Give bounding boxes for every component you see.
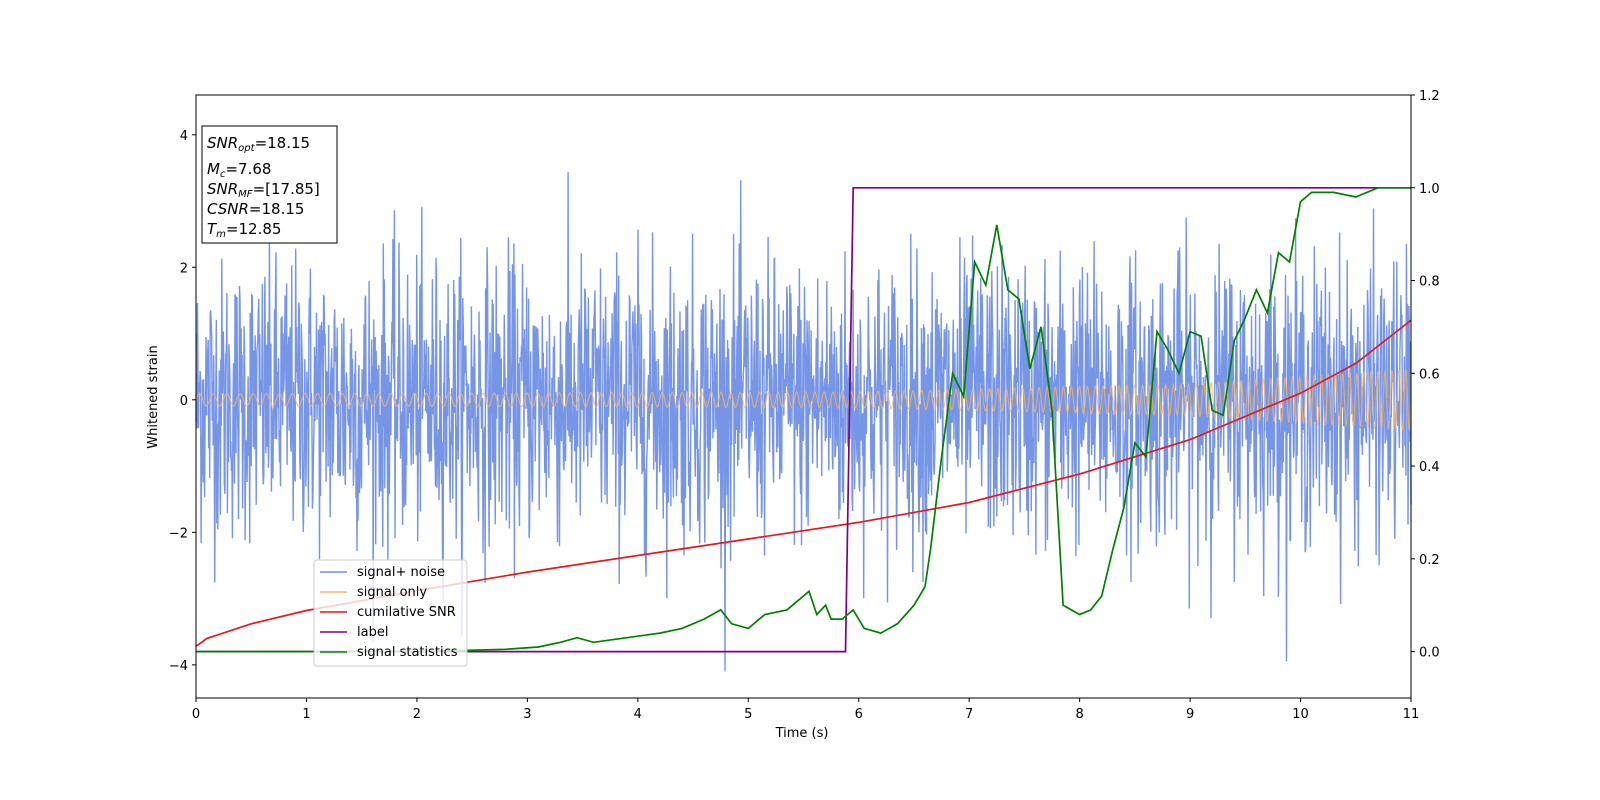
- legend-label-signal-noise: signal+ noise: [357, 565, 445, 580]
- x-tick-label: 11: [1403, 707, 1420, 722]
- x-tick-label: 9: [1186, 707, 1194, 722]
- y-left-tick-label: −4: [169, 659, 188, 674]
- x-tick-label: 10: [1292, 707, 1309, 722]
- y-right-tick-label: 0.4: [1419, 460, 1440, 475]
- annotation-snr-mf: SNRMF=[17.85]: [207, 180, 320, 200]
- legend-label-signal-statistics: signal statistics: [357, 645, 458, 660]
- legend-label-signal-only: signal only: [357, 585, 427, 600]
- axes-frame: [195, 94, 1412, 699]
- y-right-tick-label: 0.6: [1419, 367, 1440, 382]
- y-right-tick-label: 1.2: [1419, 89, 1440, 104]
- legend-label-label: label: [357, 625, 388, 640]
- series-signal-statistics: [196, 186, 1411, 653]
- x-tick-label: 4: [634, 707, 642, 722]
- stats-annotation-box: SNRopt=18.15 Mc=7.68 SNRMF=[17.85] CSNR=…: [201, 125, 338, 244]
- x-tick-label: 5: [744, 707, 752, 722]
- x-tick-label: 3: [523, 707, 531, 722]
- legend-frame: [313, 559, 468, 667]
- x-tick-label: 8: [1075, 707, 1083, 722]
- y-left-tick-label: 0: [180, 394, 188, 409]
- x-tick-label: 6: [855, 707, 863, 722]
- legend-label-cumulative-snr: cumilative SNR: [357, 605, 456, 620]
- y-axis-left: −4 −2 0 2 4: [169, 129, 196, 674]
- x-tick-label: 2: [413, 707, 421, 722]
- y-right-tick-label: 1.0: [1419, 182, 1440, 197]
- x-tick-label: 1: [302, 707, 310, 722]
- y-left-tick-label: 2: [180, 261, 188, 276]
- y-right-tick-label: 0.0: [1419, 646, 1440, 661]
- x-axis-label: Time (s): [775, 726, 829, 741]
- y-right-tick-label: 0.8: [1419, 275, 1440, 290]
- annotation-snr-opt: SNRopt=18.15: [207, 134, 310, 154]
- x-tick-label: 0: [192, 707, 200, 722]
- y-left-tick-label: −2: [169, 526, 188, 541]
- annotation-mc: Mc=7.68: [207, 160, 271, 180]
- plot-area: [195, 171, 1412, 672]
- annotation-frame: [201, 125, 338, 244]
- y-left-tick-label: 4: [180, 129, 188, 144]
- y-axis-right: 0.0 0.2 0.4 0.6 0.8 1.0 1.2: [1411, 89, 1440, 661]
- annotation-csnr: CSNR=18.15: [207, 200, 304, 218]
- annotation-tm: Tm=12.85: [207, 220, 281, 240]
- series-signal-only: [195, 369, 1412, 433]
- legend: signal+ noise signal only cumilative SNR…: [313, 559, 468, 667]
- x-tick-label: 7: [965, 707, 973, 722]
- x-axis: 0 1 2 3 4 5 6 7 8 9 10 11: [192, 698, 1419, 722]
- series-label: [196, 186, 1411, 653]
- y-right-tick-label: 0.2: [1419, 553, 1440, 568]
- y-axis-label: Whitened strain: [146, 345, 161, 448]
- series-cumulative-snr: [195, 319, 1412, 647]
